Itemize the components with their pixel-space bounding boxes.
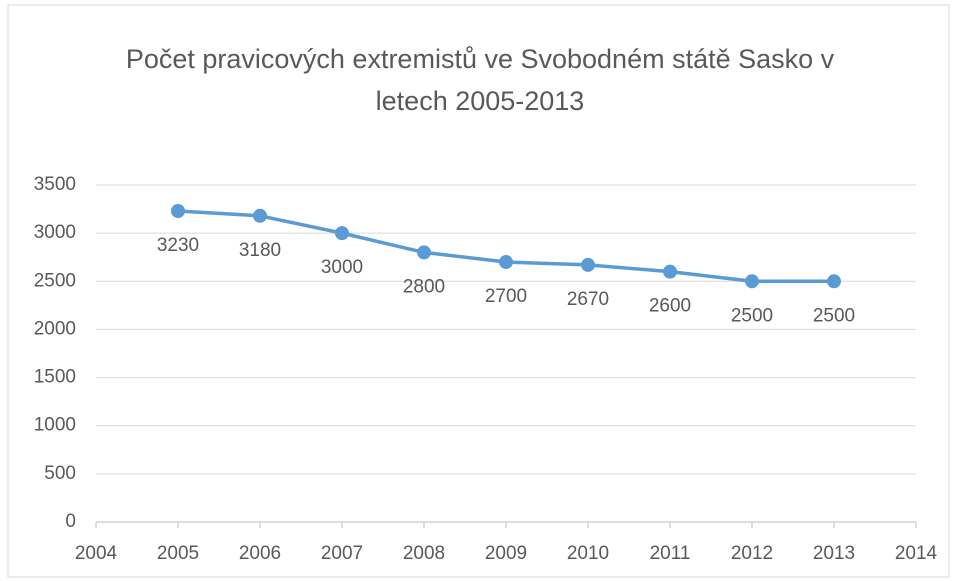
data-point [663, 264, 677, 279]
data-point [827, 274, 841, 289]
y-tick-label: 0 [65, 511, 76, 532]
y-tick-label: 2000 [34, 318, 76, 339]
data-label: 2500 [813, 305, 855, 326]
data-label: 2800 [403, 276, 445, 297]
data-label: 2600 [649, 296, 691, 317]
data-label: 2500 [731, 305, 773, 326]
x-tick-label: 2008 [403, 543, 445, 564]
data-point [417, 245, 431, 260]
x-tick-label: 2014 [895, 543, 938, 564]
y-tick-label: 1500 [34, 367, 76, 388]
data-point [253, 208, 267, 223]
x-tick-label: 2013 [813, 543, 855, 564]
y-tick-label: 3000 [34, 222, 76, 243]
y-tick-label: 500 [44, 463, 76, 484]
x-tick-label: 2007 [321, 543, 363, 564]
data-label: 3230 [157, 235, 199, 256]
x-tick-label: 2011 [650, 543, 691, 564]
data-label: 2700 [485, 286, 527, 307]
x-tick-label: 2010 [567, 543, 609, 564]
data-point [745, 274, 759, 289]
data-label: 3000 [321, 257, 363, 278]
data-point [499, 255, 513, 270]
x-tick-label: 2004 [75, 543, 118, 564]
x-tick-label: 2009 [485, 543, 527, 564]
chart-border [7, 4, 950, 578]
data-label: 2670 [567, 289, 609, 310]
y-tick-label: 2500 [34, 270, 76, 291]
x-tick-label: 2005 [157, 543, 199, 564]
chart-title: Počet pravicových extremistů ve Svobodné… [125, 44, 835, 116]
x-tick-label: 2006 [239, 543, 281, 564]
x-tick-label: 2012 [731, 543, 773, 564]
data-point [171, 203, 185, 218]
y-tick-label: 3500 [34, 174, 76, 195]
data-point [581, 257, 595, 272]
data-label: 3180 [239, 240, 281, 261]
y-tick-label: 1000 [34, 415, 76, 436]
data-point [335, 226, 349, 241]
